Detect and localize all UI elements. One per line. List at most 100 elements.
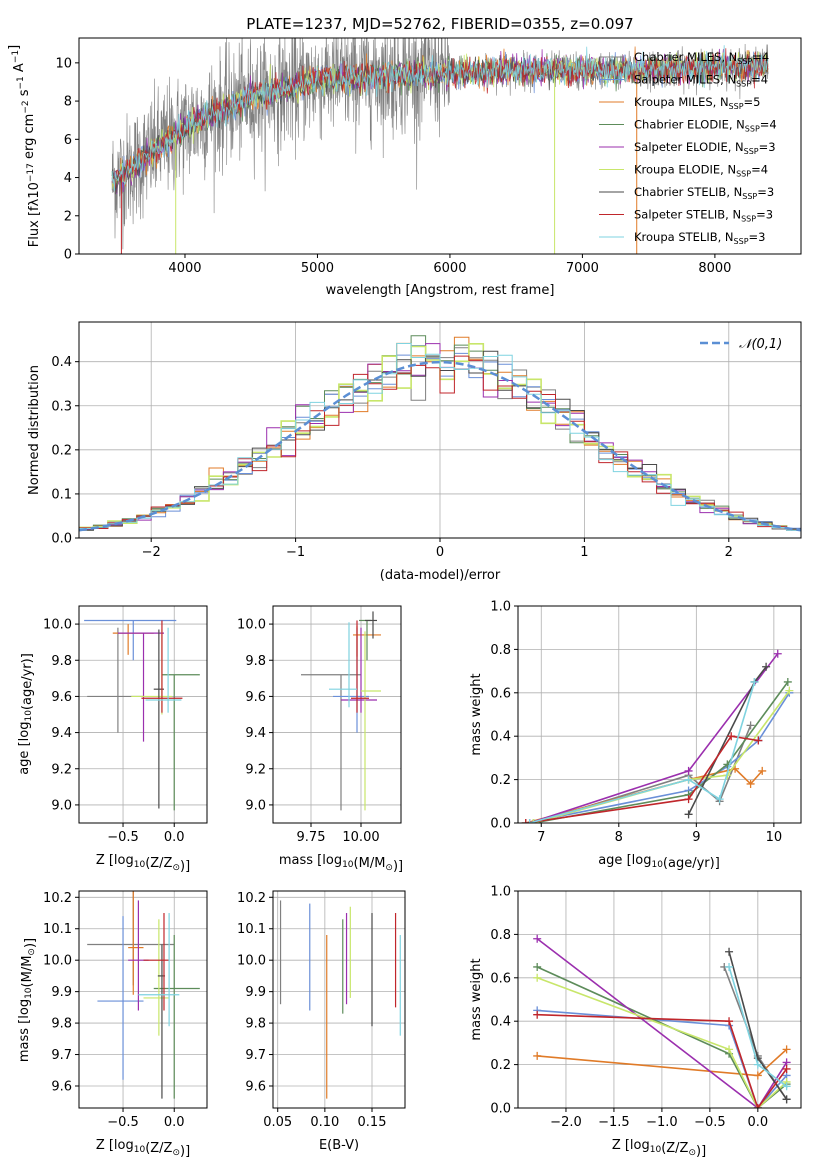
- x-tick-label: 0.0: [747, 1115, 768, 1130]
- axes-frame: [78, 37, 802, 255]
- y-tick-label: 10.0: [43, 954, 72, 969]
- weight-marker: [533, 962, 542, 971]
- weight-series-7: [525, 735, 759, 823]
- weight-marker: [533, 1051, 542, 1060]
- y-axis-label: mass [log10(M/M⊙)]: [17, 938, 38, 1062]
- y-tick-label: 9.9: [51, 985, 72, 1000]
- axes-frame: [272, 605, 402, 824]
- legend-label: Salpeter ELODIE, NSSP=3: [634, 140, 776, 156]
- plot-area: [111, 38, 769, 254]
- y-tick-label: 0.0: [51, 532, 72, 547]
- x-tick-label: −2.0: [550, 1115, 582, 1130]
- weight-marker: [785, 686, 794, 695]
- legend-label: 𝒩(0,1): [739, 337, 782, 352]
- y-tick-label: 10.0: [237, 618, 266, 633]
- y-tick-label: 9.0: [51, 798, 72, 813]
- y-tick-label: 9.4: [51, 726, 72, 741]
- x-tick-label: −2: [142, 545, 161, 560]
- age-vs-mass-panel: 9.75 10.00 9.0 9.2 9.4 9.6 9.8 10.0 mass [log10(…: [237, 605, 403, 874]
- y-tick-label: 0: [64, 248, 72, 263]
- y-tick-label: 0.0: [490, 1102, 511, 1117]
- weight-marker: [782, 1064, 791, 1073]
- y-tick-label: 9.7: [245, 1048, 266, 1063]
- y-tick-label: 9.8: [51, 654, 72, 669]
- weight-marker: [782, 1045, 791, 1054]
- x-tick-label: 0.15: [358, 1115, 387, 1130]
- y-tick-label: 9.7: [51, 1048, 72, 1063]
- x-tick-label: 7: [537, 830, 545, 845]
- weight-marker: [725, 1045, 734, 1054]
- y-tick-label: 8: [64, 95, 72, 110]
- weight-vs-age-panel: 7 8 9 10 0.0 0.2 0.4 0.6 0.8 1.0 mass weight age [l…: [469, 600, 802, 871]
- legend-label: Chabrier STELIB, NSSP=3: [634, 185, 774, 201]
- weight-marker: [684, 766, 693, 775]
- x-axis-label: E(B-V): [319, 1138, 359, 1153]
- axes-frame: [78, 321, 802, 539]
- x-tick-label: −0.5: [694, 1115, 726, 1130]
- x-tick-label: −1: [286, 545, 305, 560]
- plot-area: [84, 619, 200, 811]
- y-tick-label: 10.0: [43, 618, 72, 633]
- weight-series-3: [533, 681, 789, 823]
- y-tick-label: 0.0: [490, 817, 511, 832]
- axes-frame: [517, 605, 802, 824]
- weight-marker: [684, 775, 693, 784]
- y-tick-label: 0.2: [490, 773, 511, 788]
- x-tick-label: 8000: [698, 261, 731, 276]
- x-axis-label: Z [log10(Z/Z⊙)]: [96, 1138, 190, 1159]
- weight-vs-metallicity-panel: −2.0 −1.5 −1.0 −0.5 0.0 0.0 0.2 0.4 0.6 0.8 1.0 mas…: [469, 885, 802, 1159]
- legend-label: Kroupa STELIB, NSSP=3: [634, 230, 765, 246]
- weight-marker: [782, 1095, 791, 1104]
- y-tick-label: 0.4: [490, 1015, 511, 1030]
- x-tick-label: 8: [615, 830, 623, 845]
- residuals-panel: −2 −1 0 1 2 0.0 0.1 0.2 0.3 0.4 (data-model)/error…: [27, 321, 802, 583]
- plot-area: [79, 335, 801, 532]
- weight-marker: [533, 1010, 542, 1019]
- y-tick-label: 9.6: [51, 690, 72, 705]
- weight-marker: [750, 677, 759, 686]
- weight-marker: [782, 1082, 791, 1091]
- x-tick-label: −1.0: [646, 1115, 678, 1130]
- weight-series-8: [529, 681, 756, 823]
- y-tick-label: 0.6: [490, 686, 511, 701]
- weight-marker: [746, 721, 755, 730]
- x-tick-label: 10: [766, 830, 783, 845]
- y-tick-label: 9.4: [245, 726, 266, 741]
- weight-series-0: [533, 725, 752, 823]
- weight-series-5: [536, 977, 788, 1108]
- y-tick-label: 10.0: [237, 954, 266, 969]
- weight-marker: [715, 795, 724, 804]
- x-axis-label: Z [log10(Z/Z⊙)]: [96, 853, 190, 874]
- plot-area: [279, 900, 401, 1099]
- y-tick-label: 0.6: [490, 971, 511, 986]
- x-axis-label: wavelength [Angstrom, rest frame]: [326, 283, 555, 298]
- y-tick-label: 9.0: [245, 798, 266, 813]
- normal-curve: [79, 360, 801, 532]
- y-tick-label: 9.8: [245, 654, 266, 669]
- x-tick-label: 0.0: [164, 1115, 185, 1130]
- y-tick-label: 0.4: [51, 355, 72, 370]
- plot-area: [87, 891, 200, 1099]
- y-tick-label: 0.8: [490, 928, 511, 943]
- legend-label: Salpeter MILES, NSSP=4: [634, 73, 768, 89]
- x-tick-label: 9: [692, 830, 700, 845]
- y-tick-label: 0.8: [490, 643, 511, 658]
- y-tick-label: 0.3: [51, 399, 72, 414]
- y-tick-label: 10: [55, 56, 72, 71]
- weight-marker: [753, 1060, 762, 1069]
- mass-vs-ebv-panel: 0.05 0.10 0.15 9.6 9.7 9.8 9.9 10.0 10.1 10.2 E(B-…: [237, 890, 406, 1153]
- x-tick-label: 7000: [566, 261, 599, 276]
- weight-marker: [753, 1071, 762, 1080]
- y-axis-label: Normed distribution: [27, 365, 42, 495]
- x-tick-label: 0: [436, 545, 444, 560]
- weight-marker: [521, 819, 530, 823]
- y-tick-label: 9.6: [51, 1079, 72, 1094]
- y-tick-label: 0.4: [490, 730, 511, 745]
- plot-area: [533, 934, 791, 1108]
- x-tick-label: 0.0: [164, 830, 185, 845]
- y-tick-label: 10.1: [237, 922, 266, 937]
- weight-marker: [783, 677, 792, 686]
- y-tick-label: 0.2: [51, 443, 72, 458]
- y-axis-label: mass weight: [469, 958, 484, 1040]
- plot-area: [521, 649, 794, 823]
